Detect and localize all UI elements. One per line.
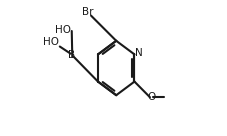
- Text: O: O: [148, 92, 156, 102]
- Text: Br: Br: [82, 7, 93, 17]
- Text: N: N: [135, 48, 143, 58]
- Text: HO: HO: [43, 37, 59, 47]
- Text: HO: HO: [55, 25, 71, 35]
- Text: B: B: [69, 50, 76, 60]
